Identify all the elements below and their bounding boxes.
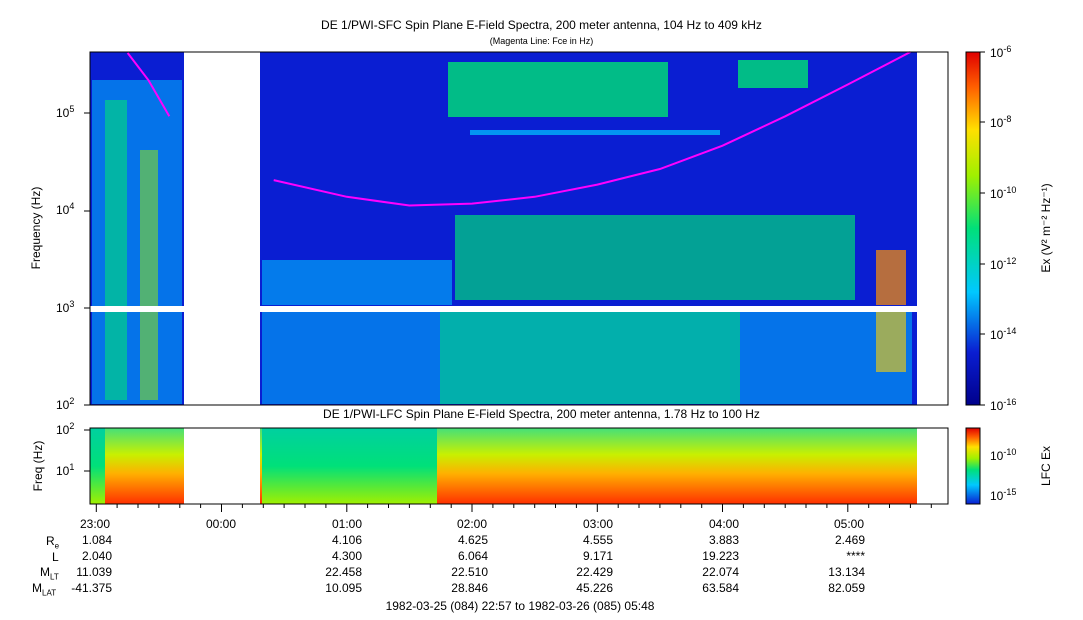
emission-band (440, 312, 740, 404)
ephemeris-value: 28.846 (451, 581, 488, 595)
ephemeris-value: 22.074 (702, 565, 739, 579)
colorbar-tick-label: 10-14 (990, 326, 1017, 342)
emission-band (876, 312, 906, 372)
ephemeris-value: 4.300 (331, 549, 362, 563)
data-gap (917, 52, 948, 405)
time-tick-label: 05:00 (834, 517, 865, 531)
ephemeris-value: 22.429 (576, 565, 613, 579)
top-colorbar-label: Ex (V² m⁻² Hz⁻¹) (1039, 183, 1053, 273)
emission-band (738, 60, 808, 88)
ephemeris-value: 1.084 (81, 533, 112, 547)
fce-line (273, 51, 911, 207)
emission-line (470, 130, 720, 135)
ephem-label-re: Re (46, 534, 60, 551)
ephemeris-value: 22.510 (451, 565, 488, 579)
colorbar-tick-label: 10-15 (990, 487, 1017, 503)
top-ytick-label: 104 (56, 201, 75, 217)
top-ytick-label: 102 (56, 396, 75, 412)
time-range-footer: 1982-03-25 (084) 22:57 to 1982-03-26 (08… (385, 599, 655, 613)
top-colorbar (965, 51, 981, 406)
ephemeris-value: 13.134 (828, 565, 865, 579)
ephemeris-value: -41.375 (71, 581, 112, 595)
ephem-label-mlat: MLAT (32, 581, 57, 598)
ephemeris-value: 6.064 (457, 549, 488, 563)
top-y-axis-label: Frequency (Hz) (29, 186, 43, 270)
ephemeris-value: 63.584 (702, 581, 739, 595)
top-ytick-label: 105 (56, 104, 75, 120)
time-tick-label: 04:00 (709, 517, 740, 531)
ephemeris-value: 9.171 (582, 549, 613, 563)
top-plot-frame (89, 51, 949, 406)
bottom-ytick-label: 102 (56, 421, 75, 437)
ephemeris-value: 4.555 (582, 533, 613, 547)
lfc-weak-region (262, 428, 437, 504)
colorbar-tick-label: 10-10 (990, 185, 1017, 201)
ephemeris-value: 4.106 (331, 533, 362, 547)
bottom-chart-title: DE 1/PWI-LFC Spin Plane E-Field Spectra,… (323, 407, 760, 421)
top-y-ticks (84, 112, 90, 406)
fce-line (126, 52, 171, 117)
colorbar-tick-label: 10-6 (990, 44, 1012, 60)
ephem-label-mlt: MLT (40, 565, 59, 582)
ephemeris-value: 45.226 (576, 581, 613, 595)
emission-band (455, 215, 855, 300)
colorbar-tick-label: 10-16 (990, 397, 1017, 413)
emission-band (448, 62, 668, 117)
data-gap (184, 428, 260, 504)
ephemeris-value: 19.223 (702, 549, 739, 563)
ephemeris-value: 22.458 (325, 565, 362, 579)
lfc-weak-region (90, 428, 105, 504)
colorbar-tick-label: 10-12 (990, 256, 1017, 272)
time-tick-label: 23:00 (80, 517, 111, 531)
bottom-plot-frame (89, 427, 949, 505)
ephemeris-value: 3.883 (708, 533, 739, 547)
ephemeris-value: 10.095 (325, 581, 362, 595)
time-tick-label: 01:00 (332, 517, 363, 531)
ephemeris-value: 4.625 (457, 533, 488, 547)
time-tick-label: 00:00 (206, 517, 237, 531)
ephemeris-value: 82.059 (828, 581, 865, 595)
ephemeris-value: 2.040 (81, 549, 112, 563)
time-tick-label: 03:00 (583, 517, 614, 531)
emission-band (876, 250, 906, 305)
time-axis-ticks (95, 504, 932, 512)
top-chart-subtitle: (Magenta Line: Fce in Hz) (489, 36, 594, 46)
colorbar-tick-label: 10-8 (990, 114, 1012, 130)
data-gap (184, 52, 260, 405)
bottom-colorbar-label: LFC Ex (1039, 445, 1053, 487)
time-tick-label: 02:00 (457, 517, 488, 531)
emission-band (262, 260, 452, 305)
data-gap (917, 428, 948, 504)
bottom-spectrogram (89, 427, 949, 505)
bottom-colorbar (965, 427, 981, 505)
bottom-y-axis-label: Freq (Hz) (31, 440, 45, 492)
ephemeris-value: **** (846, 549, 865, 563)
emission-band (140, 150, 158, 400)
top-colorbar-ticks (980, 51, 985, 406)
ephemeris-value: 2.469 (834, 533, 865, 547)
ephemeris-value: 11.039 (76, 565, 112, 579)
top-chart-title: DE 1/PWI-SFC Spin Plane E-Field Spectra,… (321, 18, 762, 32)
data-gap-band (90, 306, 948, 312)
emission-band (105, 100, 127, 400)
top-spectrogram (89, 51, 949, 406)
colorbar-tick-label: 10-10 (990, 447, 1017, 463)
ephem-label-l: L (52, 550, 59, 564)
top-ytick-label: 103 (56, 299, 75, 315)
bottom-ytick-label: 101 (56, 462, 75, 478)
bottom-y-ticks (84, 429, 90, 472)
